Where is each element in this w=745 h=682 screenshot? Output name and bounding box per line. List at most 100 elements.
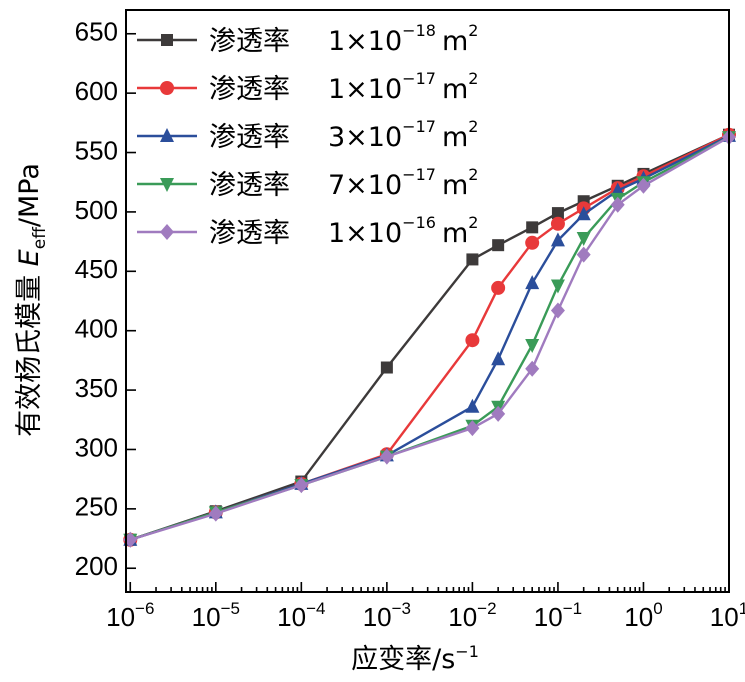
x-tick-label: 10−6: [106, 599, 154, 632]
data-point: [550, 216, 565, 231]
y-tick-label: 600: [75, 76, 118, 106]
legend-value: 1×10: [328, 26, 402, 57]
legend-label: 渗透率 7×10−17 m2: [209, 165, 478, 201]
legend-label: 渗透率 1×10−17 m2: [209, 69, 478, 105]
x-tick-label: 101: [710, 599, 745, 632]
data-point: [550, 232, 565, 247]
x-tick-base: 10: [277, 602, 306, 632]
data-point: [550, 302, 565, 319]
data-point: [576, 246, 591, 263]
data-point: [636, 177, 651, 194]
legend-unit-exponent: 2: [468, 165, 478, 184]
x-tick-label: 100: [624, 599, 662, 632]
series-layer: [123, 127, 736, 548]
x-tick-exponent: 0: [653, 599, 662, 618]
data-point: [491, 405, 506, 422]
legend-exponent: −18: [402, 21, 436, 40]
data-point: [160, 224, 174, 240]
x-tick-exponent: −6: [135, 599, 154, 618]
x-tick-exponent: −2: [477, 599, 496, 618]
y-axis-title: 有效杨氏模量 Eeff/MPa: [14, 163, 50, 437]
data-point: [525, 360, 540, 377]
legend-exponent: −16: [402, 213, 436, 232]
data-point: [160, 178, 174, 192]
x-tick-label: 10−3: [363, 599, 411, 632]
legend-value: 7×10: [328, 170, 402, 201]
x-tick-base: 10: [192, 602, 221, 632]
data-point: [465, 398, 480, 413]
legend-exponent: −17: [402, 165, 436, 184]
x-tick-label: 10−5: [192, 599, 240, 632]
legend-name: 渗透率: [209, 218, 290, 249]
x-tick-exponent: −4: [306, 599, 325, 618]
legend-exponent: −17: [402, 69, 436, 88]
data-point: [492, 239, 505, 252]
legend-unit-exponent: 2: [468, 69, 478, 88]
y-tick-label: 400: [75, 314, 118, 344]
legend-value: 1×10: [328, 74, 402, 105]
legend-label: 渗透率 1×10−16 m2: [209, 213, 478, 249]
data-point: [160, 128, 174, 142]
x-tick-base: 10: [106, 602, 135, 632]
y-tick-label: 450: [75, 254, 118, 284]
legend-name: 渗透率: [209, 122, 290, 153]
x-tick-base: 10: [448, 602, 477, 632]
x-tick-base: 10: [363, 602, 392, 632]
series-line: [129, 136, 730, 541]
legend-unit-exponent: 2: [468, 21, 478, 40]
data-point: [465, 333, 480, 348]
data-point: [294, 477, 309, 494]
data-point: [576, 232, 591, 247]
data-point: [380, 361, 393, 374]
legend-unit-exponent: 2: [468, 117, 478, 136]
x-tick-base: 10: [624, 602, 653, 632]
data-point: [465, 420, 480, 437]
x-tick-label: 10−4: [277, 599, 325, 632]
legend-entry: 渗透率 1×10−17 m2: [137, 69, 478, 105]
data-point: [526, 221, 539, 234]
data-point: [576, 206, 591, 221]
data-point: [466, 253, 479, 266]
legend-value: 1×10: [328, 218, 402, 249]
legend-entry: 渗透率 1×10−16 m2: [137, 213, 478, 249]
data-point: [551, 207, 564, 220]
plot-frame: [125, 9, 730, 593]
y-tick-label: 650: [75, 17, 118, 47]
legend-entry: 渗透率 7×10−17 m2: [137, 165, 478, 201]
legend-entry: 渗透率 1×10−18 m2: [137, 21, 478, 57]
x-tick-exponent: 1: [739, 599, 745, 618]
legend-unit-exponent: 2: [468, 213, 478, 232]
legend-name: 渗透率: [209, 170, 290, 201]
data-point: [208, 505, 223, 522]
legend-exponent: −17: [402, 117, 436, 136]
y-tick-label: 200: [75, 551, 118, 581]
data-point: [525, 275, 540, 290]
x-tick-exponent: −5: [221, 599, 240, 618]
legend-label: 渗透率 1×10−18 m2: [209, 21, 478, 57]
y-tick-label: 300: [75, 432, 118, 462]
y-tick-label: 350: [75, 373, 118, 403]
x-tick-label: 10−1: [534, 599, 582, 632]
data-point: [161, 34, 173, 46]
x-axis-title: 应变率/s−1: [351, 642, 479, 675]
data-point: [379, 448, 394, 465]
data-point: [525, 338, 540, 353]
legend-entry: 渗透率 3×10−17 m2: [137, 117, 478, 153]
legend-unit: m: [442, 122, 468, 153]
legend-unit: m: [442, 170, 468, 201]
legend-unit: m: [442, 74, 468, 105]
x-tick-base: 10: [710, 602, 739, 632]
x-tick-exponent: −1: [563, 599, 582, 618]
data-point: [525, 235, 540, 250]
data-point: [491, 280, 506, 295]
legend-value: 3×10: [328, 122, 402, 153]
x-tick-label: 10−2: [448, 599, 496, 632]
data-point: [550, 279, 565, 294]
data-point: [160, 81, 174, 95]
legend-unit: m: [442, 218, 468, 249]
legend-label: 渗透率 3×10−17 m2: [209, 117, 478, 153]
x-tick-exponent: −3: [392, 599, 411, 618]
